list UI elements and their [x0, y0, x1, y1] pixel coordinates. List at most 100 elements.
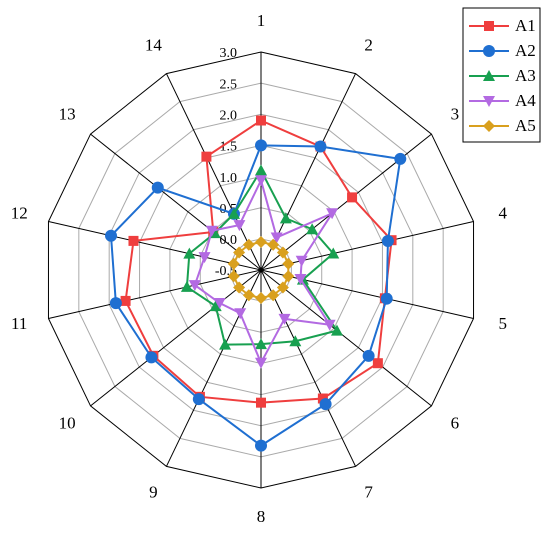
category-label: 12: [11, 204, 28, 223]
data-point: [372, 358, 383, 369]
category-label: 13: [59, 104, 76, 123]
data-point: [306, 223, 319, 235]
data-point: [109, 297, 122, 310]
r-tick-label: 0.0: [220, 233, 238, 248]
data-point: [279, 212, 292, 224]
data-point: [294, 274, 307, 286]
spoke: [260, 269, 474, 319]
data-point: [267, 238, 280, 251]
category-label: 11: [11, 314, 27, 333]
category-label: 2: [364, 35, 373, 54]
category-label: 1: [257, 11, 266, 30]
legend-label: A1: [515, 16, 536, 35]
data-point: [282, 257, 295, 270]
data-point: [255, 439, 267, 452]
data-point: [180, 280, 193, 292]
data-point: [394, 152, 407, 165]
data-point: [213, 298, 226, 310]
data-point: [381, 235, 394, 248]
data-point: [362, 349, 375, 362]
data-point: [227, 257, 240, 270]
data-point: [380, 292, 393, 305]
data-point: [219, 338, 232, 350]
category-label: 4: [499, 204, 508, 223]
data-point: [282, 270, 295, 283]
category-label: 10: [59, 414, 76, 433]
legend-label: A4: [515, 91, 536, 110]
legend-label: A5: [515, 116, 536, 135]
data-point: [314, 140, 327, 153]
data-point: [255, 292, 267, 305]
spoke: [48, 221, 262, 271]
data-point: [145, 351, 158, 364]
data-point: [234, 308, 247, 320]
data-point: [201, 151, 212, 162]
legend-marker: [483, 45, 495, 57]
spoke: [260, 269, 432, 407]
data-point: [255, 139, 267, 152]
data-point: [327, 247, 340, 259]
data-point: [188, 280, 201, 292]
spoke: [165, 269, 262, 467]
data-point: [256, 397, 266, 408]
data-point: [242, 289, 255, 302]
spoke: [48, 269, 262, 319]
r-tick-label: 1.0: [220, 171, 238, 186]
legend-marker: [483, 70, 495, 81]
data-point: [317, 393, 328, 404]
data-point: [255, 175, 267, 187]
r-tick-label: 1.5: [220, 140, 238, 155]
data-point: [326, 208, 339, 220]
category-label: 9: [149, 482, 158, 501]
data-point: [233, 246, 246, 259]
spoke: [260, 269, 357, 467]
category-label: 5: [499, 314, 508, 333]
spoke: [90, 269, 262, 407]
data-point: [347, 192, 358, 203]
data-point: [192, 393, 205, 406]
legend-label: A2: [515, 41, 536, 60]
data-point: [151, 181, 164, 194]
r-tick-label: 3.0: [220, 46, 238, 61]
data-point: [205, 225, 218, 237]
data-point: [198, 252, 211, 264]
category-label: 3: [451, 104, 460, 123]
data-point: [233, 281, 246, 294]
spoke: [90, 133, 262, 271]
data-point: [255, 357, 267, 369]
category-label: 14: [145, 35, 163, 54]
data-point: [183, 247, 196, 259]
spoke: [165, 73, 262, 271]
legend-marker: [483, 120, 495, 132]
data-point: [255, 235, 267, 248]
data-point: [278, 313, 291, 325]
data-point: [276, 281, 289, 294]
spoke: [260, 221, 474, 271]
category-label: 7: [364, 482, 373, 501]
data-point: [330, 324, 343, 336]
data-point: [295, 255, 308, 267]
data-point: [233, 220, 246, 232]
data-point: [270, 232, 283, 244]
r-tick-label: 2.5: [220, 77, 238, 92]
data-point: [267, 289, 280, 302]
data-point: [319, 398, 332, 411]
legend-marker: [484, 21, 494, 31]
data-point: [209, 300, 222, 312]
data-point: [227, 207, 240, 219]
category-label: 8: [257, 507, 266, 526]
data-point: [256, 115, 266, 126]
data-point: [323, 319, 336, 331]
spoke: [260, 133, 432, 271]
data-point: [120, 295, 131, 306]
data-point: [128, 235, 139, 246]
r-tick-label: 2.0: [220, 109, 238, 124]
legend-label: A3: [515, 66, 536, 85]
data-point: [105, 229, 118, 242]
category-label: 6: [451, 414, 460, 433]
data-point: [289, 335, 302, 347]
data-point: [276, 246, 289, 259]
data-point: [227, 270, 240, 283]
legend-marker: [483, 96, 495, 107]
data-point: [255, 164, 267, 176]
